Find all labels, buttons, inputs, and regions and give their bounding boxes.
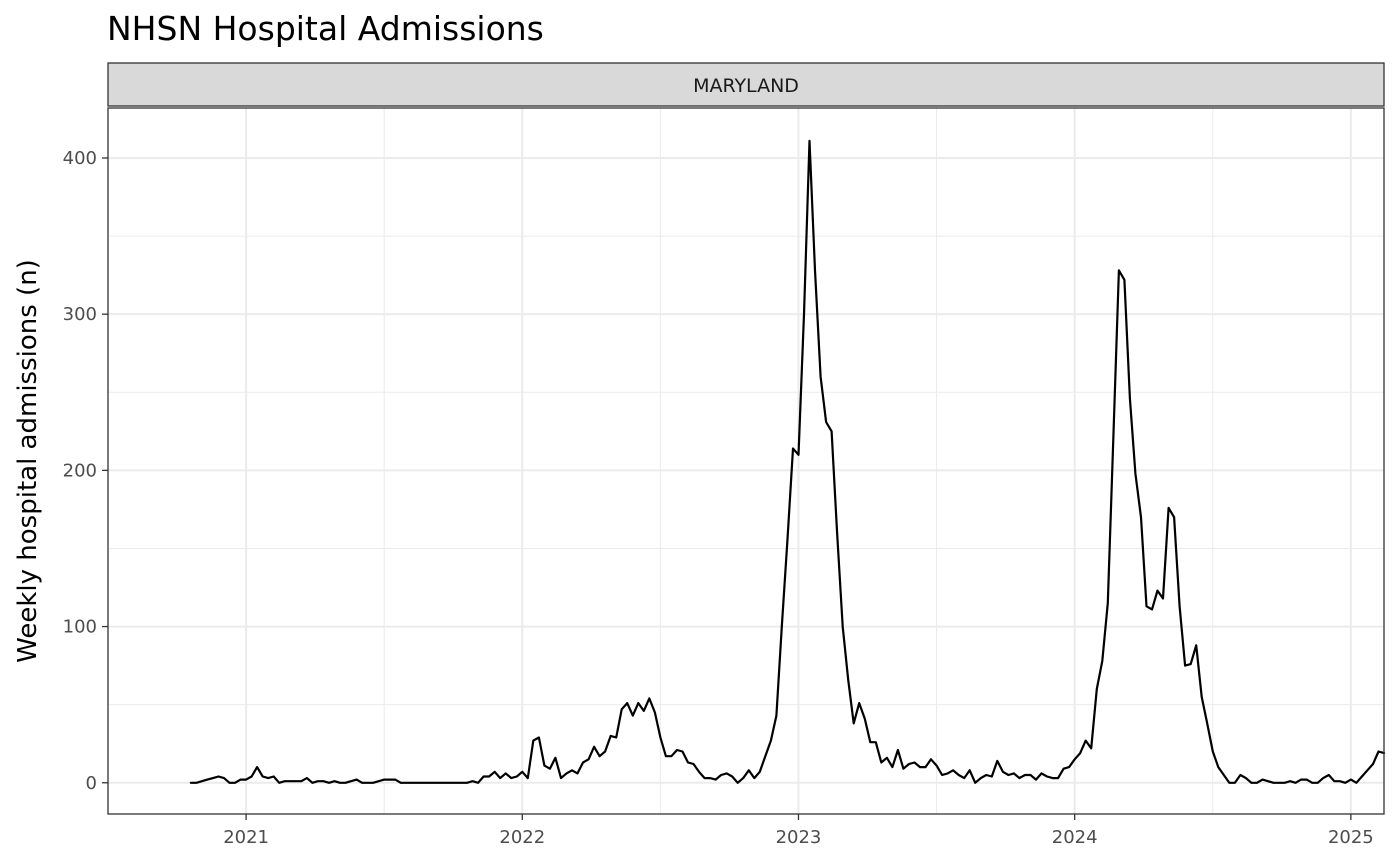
- x-tick-label: 2021: [223, 827, 269, 848]
- y-tick-label: 0: [86, 773, 97, 794]
- x-tick-label: 2023: [776, 827, 822, 848]
- series-layer: [189, 139, 1386, 784]
- panel-border: [107, 107, 1385, 815]
- y-tick-label: 200: [63, 460, 97, 481]
- x-tick-label: 2022: [499, 827, 545, 848]
- y-axis: 0 100 200 300 400: [63, 148, 108, 794]
- y-tick-label: 100: [63, 617, 97, 638]
- y-axis-title: Weekly hospital admissions (n): [13, 259, 43, 663]
- x-axis: 2021 2022 2023 2024 2025: [223, 814, 1374, 848]
- x-tick-label: 2025: [1328, 827, 1374, 848]
- y-tick-label: 400: [63, 148, 97, 169]
- facet-strip: [107, 62, 1385, 107]
- major-gridlines: [108, 108, 1384, 814]
- series-line: [189, 139, 1386, 784]
- x-tick-label: 2024: [1052, 827, 1098, 848]
- chart-title: NHSN Hospital Admissions: [107, 9, 544, 48]
- y-tick-label: 300: [63, 304, 97, 325]
- facet-strip-label: MARYLAND: [693, 75, 799, 97]
